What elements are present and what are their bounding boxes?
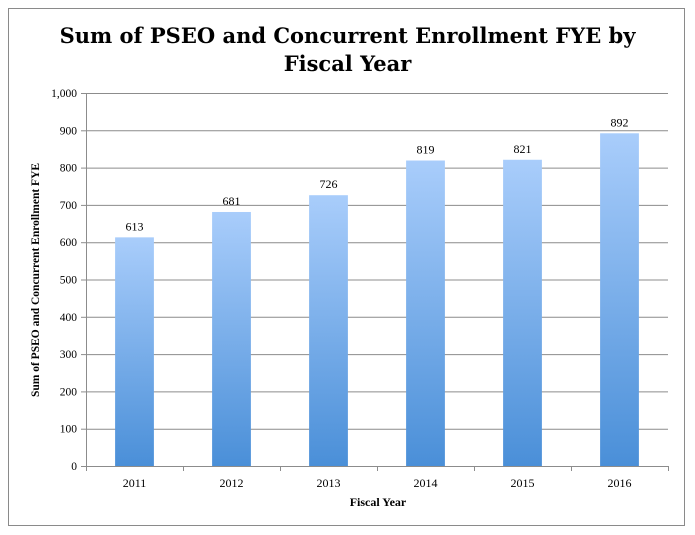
y-tick-label: 600: [60, 237, 78, 249]
y-tick-label: 500: [60, 275, 78, 287]
bar-2016: [600, 133, 639, 466]
chart-title-line-1: Sum of PSEO and Concurrent Enrollment FY…: [59, 23, 636, 48]
x-tick-label-2015: 2015: [511, 476, 535, 490]
bar-2013: [309, 195, 348, 466]
data-label-2013: 726: [320, 177, 338, 191]
data-label-2011: 613: [126, 219, 144, 233]
x-tick-label-2013: 2013: [317, 476, 341, 490]
x-tick-label-2016: 2016: [608, 476, 632, 490]
gridlines: [86, 93, 668, 467]
x-tick-labels: 2011 2012 2013 2014 2015 2016: [123, 476, 632, 490]
bar-2011: [115, 237, 154, 466]
y-tick-labels: 0 100 200 300 400 500 600 700 800 900 1,000: [51, 88, 77, 473]
y-tick-label: 900: [60, 125, 78, 137]
x-tick-label-2012: 2012: [220, 476, 244, 490]
y-axis-label: Sum of PSEO and Concurrent Enrollment FY…: [30, 163, 42, 397]
bar-2014: [406, 160, 445, 466]
data-label-2012: 681: [223, 194, 241, 208]
x-tick-label-2014: 2014: [414, 476, 438, 490]
data-label-2015: 821: [514, 142, 532, 156]
data-label-2014: 819: [417, 143, 435, 157]
y-tick-label: 200: [60, 386, 78, 398]
chart-title-line-2: Fiscal Year: [283, 51, 412, 76]
bar-2015: [503, 159, 542, 466]
axes: [81, 93, 669, 471]
y-tick-label: 100: [60, 424, 78, 436]
y-tick-label: 400: [60, 312, 78, 324]
x-tick-label-2011: 2011: [123, 476, 147, 490]
x-axis-label: Fiscal Year: [350, 495, 407, 509]
y-tick-label: 700: [60, 200, 78, 212]
bars: [115, 133, 639, 466]
bar-2012: [212, 211, 251, 466]
y-tick-label: 0: [71, 461, 77, 473]
data-labels: 613 681 726 819 821 892: [126, 115, 629, 233]
y-tick-label: 800: [60, 163, 78, 175]
chart-title: Sum of PSEO and Concurrent Enrollment FY…: [0, 22, 695, 78]
data-label-2016: 892: [611, 115, 629, 129]
y-tick-label: 300: [60, 349, 78, 361]
y-tick-label: 1,000: [51, 88, 77, 100]
